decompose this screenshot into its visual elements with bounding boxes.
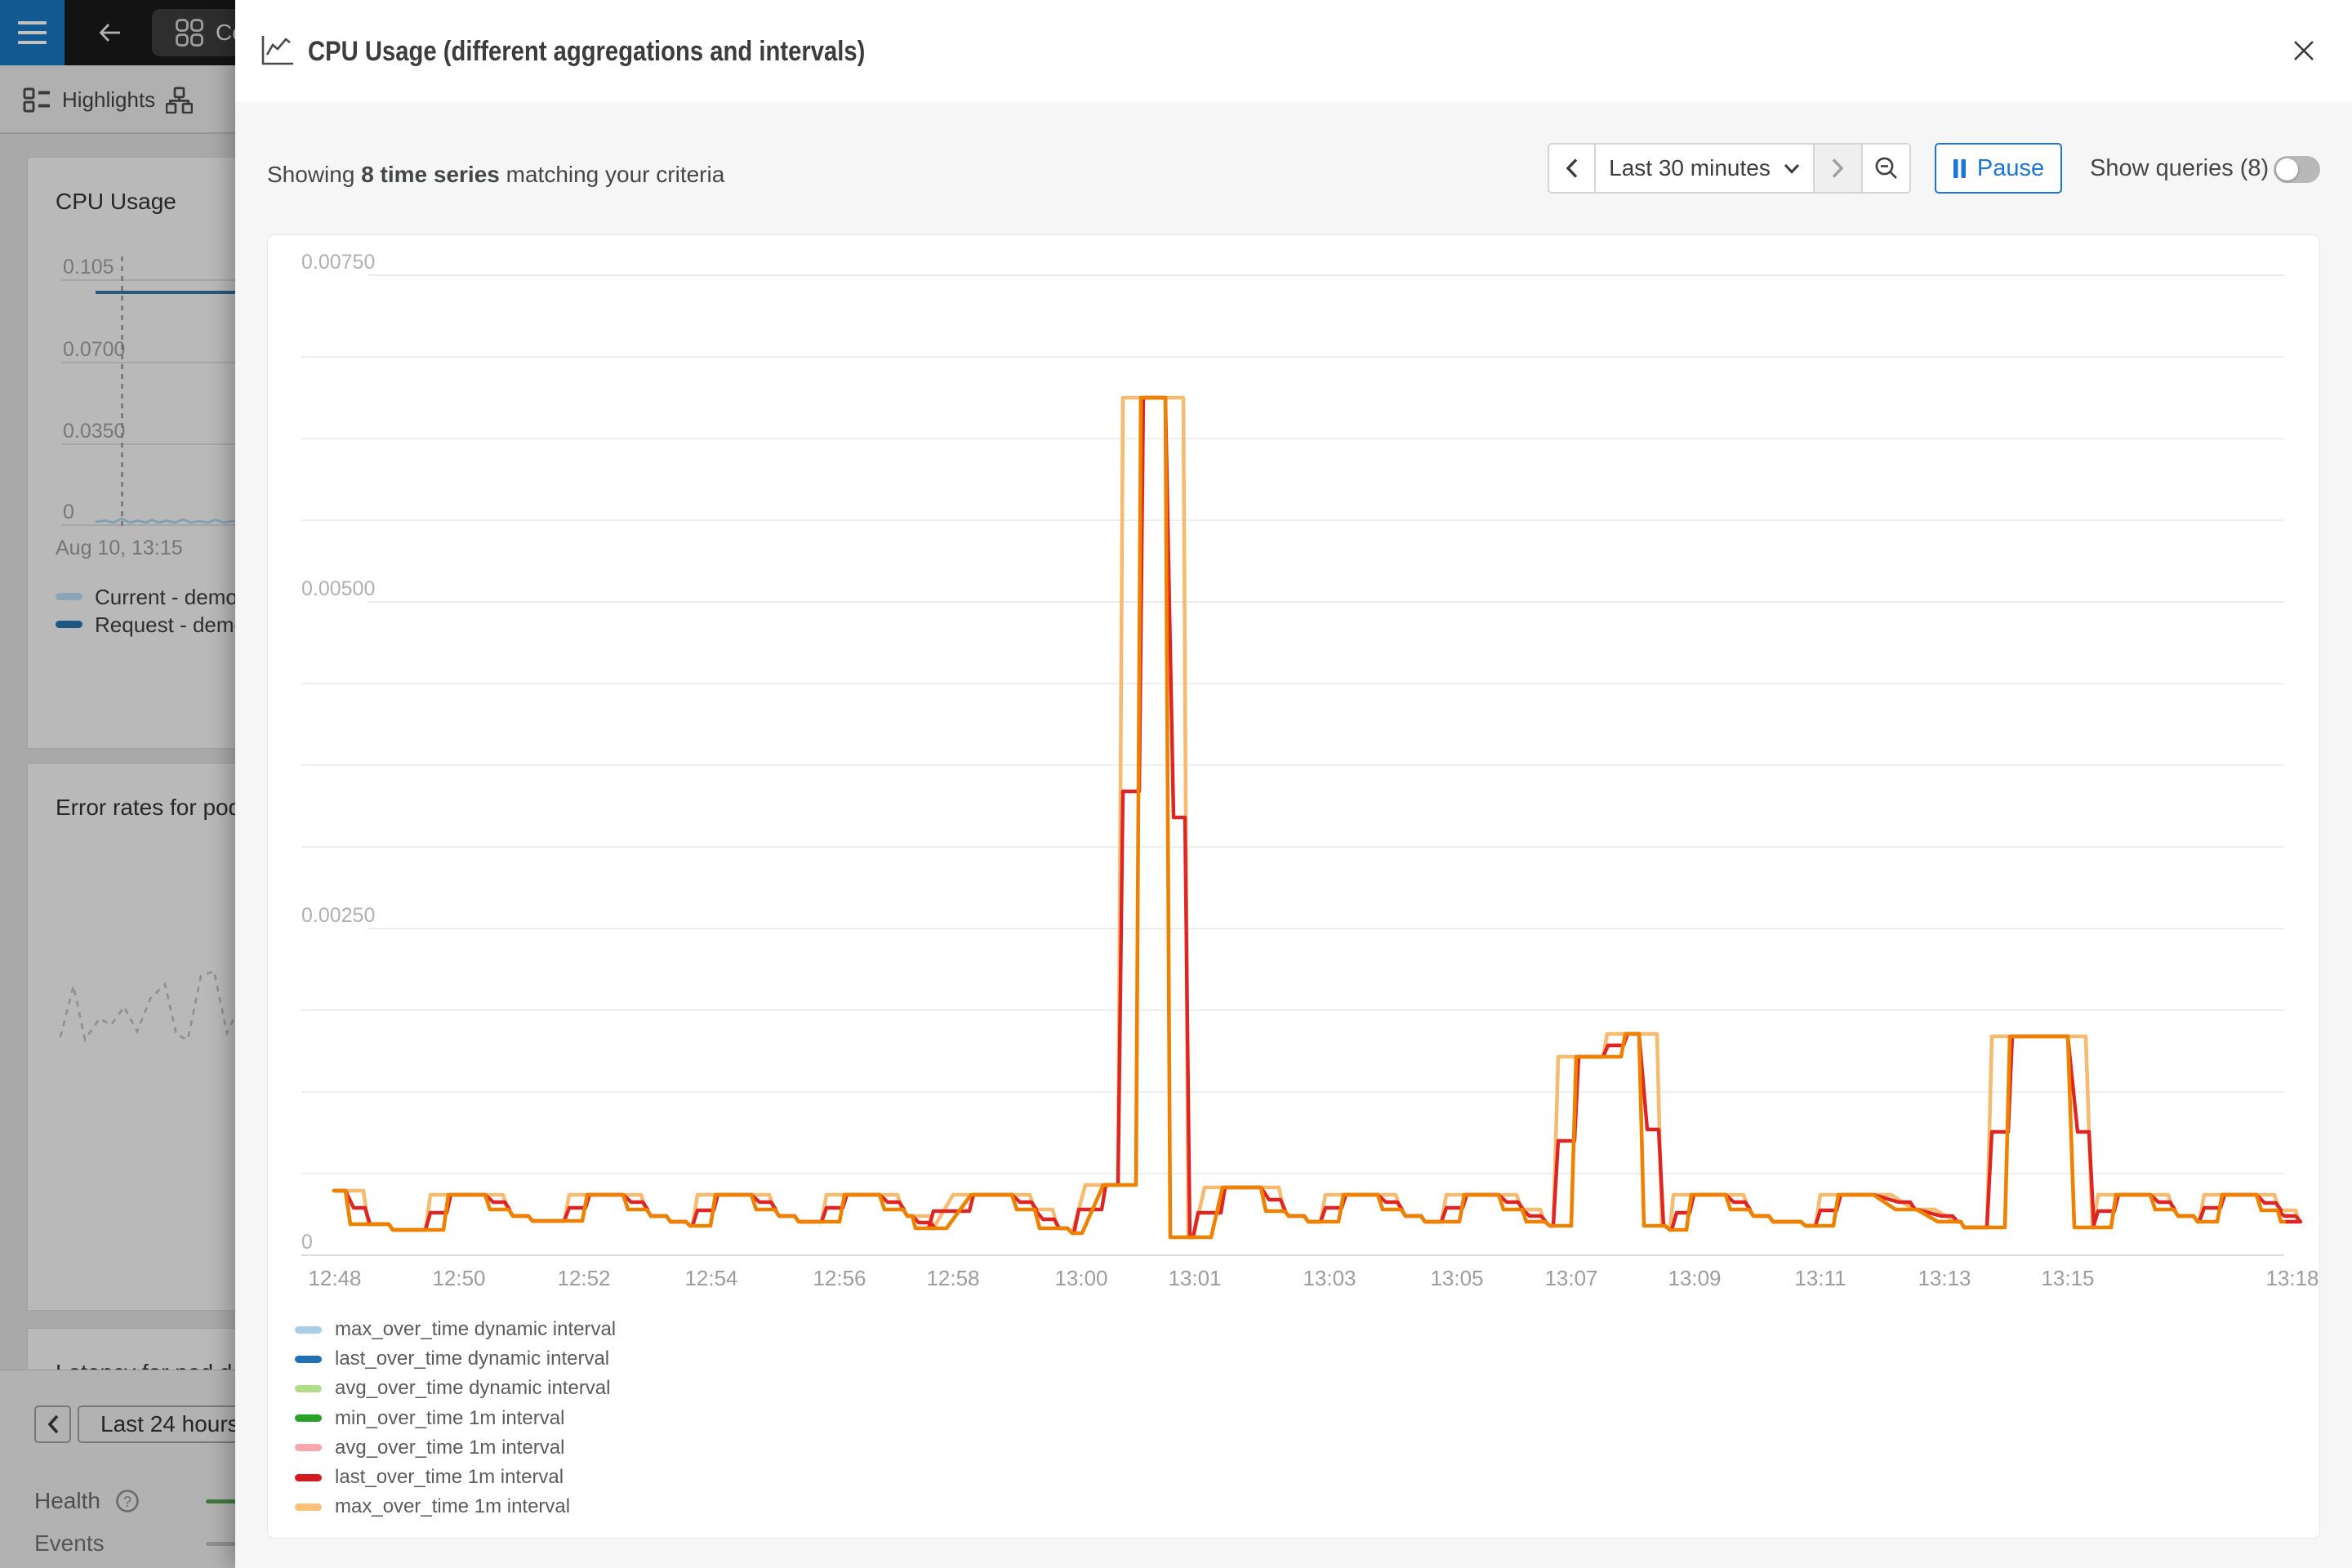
svg-text:12:52: 12:52 xyxy=(558,1266,611,1290)
svg-text:0.00250: 0.00250 xyxy=(301,904,375,927)
svg-text:0: 0 xyxy=(301,1231,313,1254)
svg-text:12:54: 12:54 xyxy=(685,1266,738,1290)
svg-text:?: ? xyxy=(123,1494,131,1510)
svg-text:13:03: 13:03 xyxy=(1303,1266,1356,1290)
svg-text:13:00: 13:00 xyxy=(1055,1266,1108,1290)
svg-text:13:11: 13:11 xyxy=(1795,1266,1846,1290)
svg-text:0: 0 xyxy=(63,501,74,523)
svg-text:12:50: 12:50 xyxy=(433,1266,486,1290)
svg-text:Current - demo-: Current - demo- xyxy=(95,585,235,609)
svg-text:13:05: 13:05 xyxy=(1431,1266,1484,1290)
svg-text:0.00500: 0.00500 xyxy=(301,577,375,600)
svg-text:0.105: 0.105 xyxy=(63,256,114,278)
svg-text:13:07: 13:07 xyxy=(1545,1266,1598,1290)
svg-text:12:58: 12:58 xyxy=(927,1266,980,1290)
svg-text:Request - demo: Request - demo xyxy=(95,612,235,637)
svg-text:13:18: 13:18 xyxy=(2266,1266,2319,1290)
svg-text:0.0700: 0.0700 xyxy=(63,338,125,361)
svg-text:13:01: 13:01 xyxy=(1169,1266,1222,1290)
svg-text:13:15: 13:15 xyxy=(2042,1266,2095,1290)
svg-text:13:13: 13:13 xyxy=(1918,1266,1971,1290)
svg-text:12:48: 12:48 xyxy=(309,1266,362,1290)
svg-text:12:56: 12:56 xyxy=(813,1266,866,1290)
svg-text:Aug 10, 13:15: Aug 10, 13:15 xyxy=(56,537,183,559)
svg-text:13:09: 13:09 xyxy=(1668,1266,1722,1290)
svg-text:0.00750: 0.00750 xyxy=(301,251,375,274)
svg-text:0.0350: 0.0350 xyxy=(63,420,125,443)
